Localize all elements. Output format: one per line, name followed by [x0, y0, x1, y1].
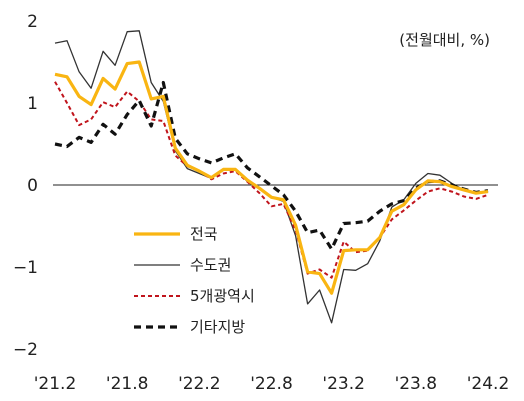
legend-label-2: 5개광역시: [190, 287, 255, 305]
series-line-1: [54, 30, 489, 324]
y-tick-label: −2: [13, 340, 38, 360]
series-line-3: [54, 80, 489, 251]
y-tick-label: 0: [27, 176, 38, 196]
y-tick-label: 2: [27, 12, 38, 32]
x-tick-label: '21.8: [106, 374, 149, 394]
x-tick-label: '23.8: [395, 374, 438, 394]
y-axis-ticks: 2 1 0 −1 −2: [13, 12, 38, 360]
y-tick-label: 1: [27, 94, 38, 114]
legend-label-3: 기타지방: [190, 318, 245, 336]
unit-label: (전월대비, %): [399, 31, 490, 49]
x-tick-label: '21.2: [34, 374, 77, 394]
series-line-0: [54, 60, 489, 295]
x-tick-label: '24.2: [467, 374, 510, 394]
legend-label-0: 전국: [190, 225, 218, 243]
x-axis-ticks: '21.2 '21.8 '22.2 '22.8 '23.2 '23.8 '24.2: [34, 374, 510, 394]
x-tick-label: '23.2: [322, 374, 365, 394]
legend-label-1: 수도권: [190, 256, 231, 274]
series-layer: [54, 30, 489, 324]
x-tick-label: '22.2: [178, 374, 221, 394]
x-tick-label: '22.8: [250, 374, 293, 394]
series-line-2: [54, 81, 489, 279]
y-tick-label: −1: [13, 258, 38, 278]
